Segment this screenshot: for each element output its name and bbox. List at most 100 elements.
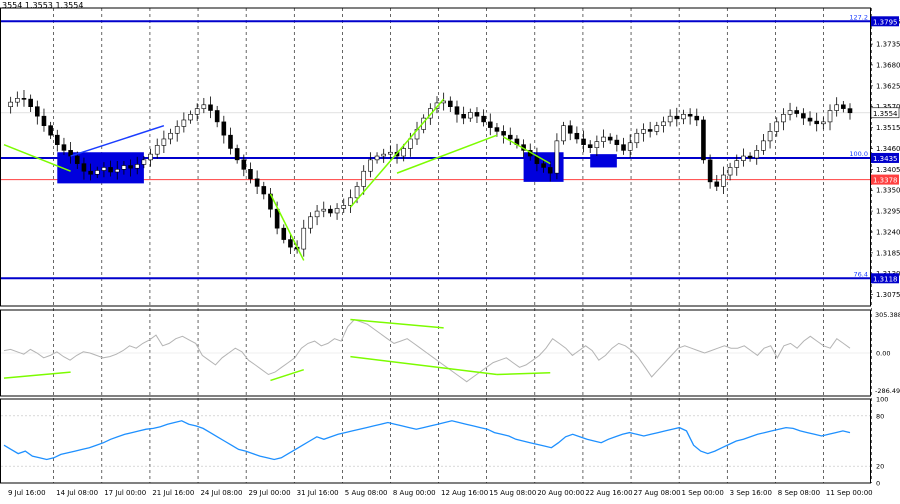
candle-body bbox=[281, 227, 287, 240]
y-tick-label: 1.3735 bbox=[876, 41, 900, 49]
y-tick-label: 1.3185 bbox=[876, 249, 900, 257]
candle-body bbox=[561, 125, 566, 142]
price-panel-frame bbox=[0, 7, 871, 307]
rsi-line bbox=[3, 420, 851, 461]
candle-body bbox=[641, 129, 646, 134]
rsi-y-label: 100 bbox=[876, 396, 888, 404]
candle-body bbox=[787, 110, 793, 115]
current-price-tag bbox=[870, 107, 900, 119]
candle-body bbox=[507, 134, 513, 140]
candle-body bbox=[541, 163, 546, 168]
candle-body bbox=[567, 125, 573, 134]
x-tick-label: 20 Aug 00:00 bbox=[537, 489, 584, 497]
candle-body bbox=[254, 178, 260, 187]
candle-body bbox=[781, 113, 786, 123]
current-price-label: 1.3554 bbox=[873, 110, 898, 118]
candle-body bbox=[767, 131, 773, 142]
candle-body bbox=[94, 170, 100, 175]
candle-body bbox=[667, 115, 673, 123]
x-tick-label: 3 Sep 16:00 bbox=[730, 489, 772, 497]
candle-body bbox=[694, 115, 700, 121]
candle-body bbox=[354, 186, 360, 199]
candle-body bbox=[634, 132, 640, 144]
candle-body bbox=[408, 138, 413, 149]
x-tick-label: 9 Jul 16:00 bbox=[8, 489, 46, 497]
divergence-line bbox=[350, 318, 444, 329]
candle-body bbox=[741, 155, 746, 161]
y-tick-label: 1.3295 bbox=[876, 208, 900, 216]
candle-body bbox=[248, 169, 253, 180]
x-tick-label: 11 Sep 00:00 bbox=[826, 489, 873, 497]
price-tag-bg bbox=[871, 273, 899, 284]
x-tick-label: 27 Aug 08:00 bbox=[633, 489, 680, 497]
candle-body bbox=[847, 108, 853, 114]
trend-line bbox=[70, 124, 165, 157]
candle-body bbox=[108, 167, 113, 173]
candle-body bbox=[101, 167, 107, 171]
y-tick-label: 1.3570 bbox=[876, 103, 900, 111]
candle-body bbox=[581, 138, 586, 145]
x-tick-label: 12 Aug 16:00 bbox=[441, 489, 488, 497]
candle-body bbox=[8, 101, 13, 108]
candle-body bbox=[494, 127, 500, 132]
candle-body bbox=[368, 159, 373, 172]
candle-body bbox=[654, 125, 660, 132]
x-tick-label: 8 Sep 08:00 bbox=[778, 489, 820, 497]
candle-body bbox=[474, 112, 480, 117]
candle-body bbox=[88, 170, 93, 175]
candle-body bbox=[54, 134, 60, 145]
fib-level-label: 127.2 bbox=[849, 13, 868, 21]
fib-level-label: 100.0 bbox=[849, 150, 868, 158]
candle-body bbox=[501, 131, 506, 136]
divergence-line bbox=[270, 369, 304, 382]
candle-body bbox=[361, 170, 367, 187]
rsi-panel-frame bbox=[0, 398, 871, 484]
candle-body bbox=[647, 129, 653, 132]
candle-body bbox=[308, 216, 313, 229]
price-tag-label: 1.3795 bbox=[873, 18, 898, 26]
candle-body bbox=[114, 169, 120, 173]
candle-body bbox=[621, 144, 626, 151]
candle-body bbox=[61, 144, 67, 151]
candle-body bbox=[807, 117, 813, 122]
candle-body bbox=[727, 167, 733, 176]
candle-body bbox=[794, 110, 800, 114]
divergence-line bbox=[496, 371, 551, 376]
price-tag-bg bbox=[871, 16, 899, 27]
trend-line bbox=[3, 143, 71, 172]
y-tick-label: 1.3625 bbox=[876, 82, 900, 90]
candle-body bbox=[154, 145, 160, 155]
rsi-y-label: 0 bbox=[876, 480, 880, 488]
candle-body bbox=[448, 100, 453, 108]
x-tick-label: 24 Jul 08:00 bbox=[200, 489, 242, 497]
x-tick-label: 5 Aug 08:00 bbox=[345, 489, 388, 497]
candle-body bbox=[547, 167, 553, 174]
candle-body bbox=[141, 159, 147, 165]
trend-line bbox=[269, 193, 305, 261]
candle-body bbox=[761, 140, 766, 151]
candle-body bbox=[134, 164, 140, 169]
candle-body bbox=[594, 141, 600, 148]
candle-body bbox=[128, 165, 133, 169]
divergence-line bbox=[3, 371, 71, 379]
candle-body bbox=[461, 113, 466, 119]
candle-body bbox=[214, 110, 220, 123]
candle-body bbox=[181, 119, 187, 127]
osc-top-label: 305.3886 bbox=[875, 311, 900, 319]
candle-body bbox=[328, 208, 333, 214]
candle-body bbox=[221, 121, 227, 136]
x-tick-label: 8 Aug 00:00 bbox=[393, 489, 436, 497]
candle-body bbox=[707, 159, 713, 183]
candle-body bbox=[301, 227, 307, 250]
candle-body bbox=[348, 197, 353, 206]
price-tag-label: 1.3435 bbox=[873, 155, 898, 163]
candle-body bbox=[487, 121, 493, 128]
candle-body bbox=[687, 113, 693, 117]
candle-body bbox=[714, 181, 720, 187]
candle-body bbox=[321, 208, 327, 212]
candle-body bbox=[481, 115, 486, 123]
candle-body bbox=[674, 115, 680, 120]
candle-body bbox=[74, 155, 80, 164]
candle-body bbox=[188, 113, 193, 121]
